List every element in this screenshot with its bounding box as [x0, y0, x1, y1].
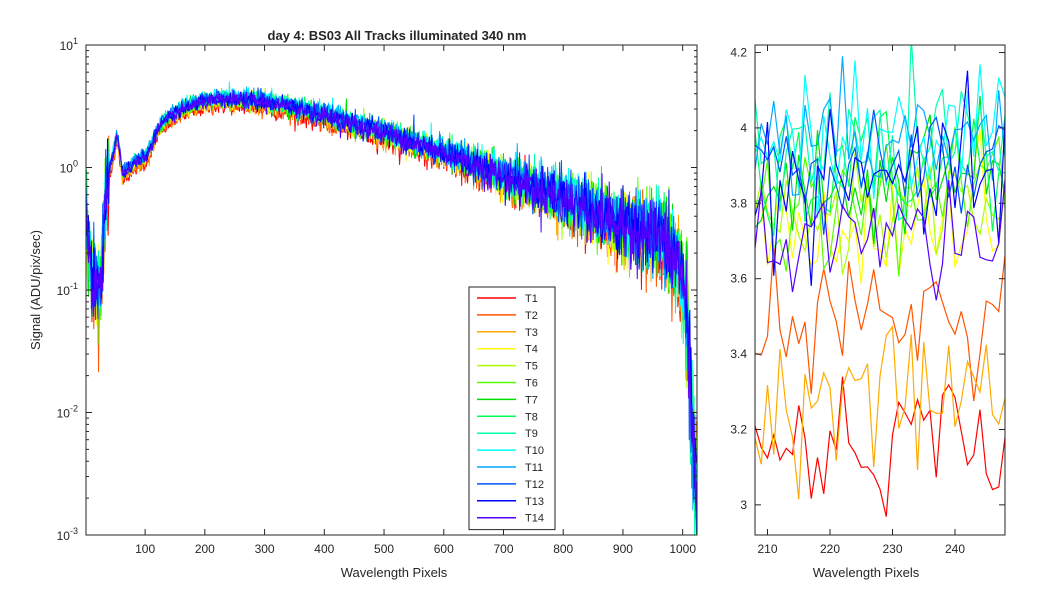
zoom-series-line-t14: [755, 179, 1005, 301]
legend-label-t10: T10: [525, 445, 544, 457]
legend: T1 T2 T3 T4 T5 T6 T7 T8 T9 T10 T11 T12 T13 T14: [468, 286, 556, 531]
main-xtick-label: 300: [255, 542, 275, 556]
legend-label-t11: T11: [525, 462, 543, 474]
legend-label-t13: T13: [525, 496, 544, 508]
zoom-ytick-label: 3: [740, 498, 747, 512]
zoom-ytick-label: 3.8: [730, 196, 747, 210]
legend-label-t1: T1: [525, 293, 538, 305]
zoom-xtick-label: 240: [945, 542, 965, 556]
zoom-ytick-label: 4: [740, 121, 747, 135]
main-xlabel: Wavelength Pixels: [341, 565, 448, 580]
legend-label-t7: T7: [525, 394, 538, 406]
zoom-series-line-t1: [755, 376, 1005, 517]
legend-label-t5: T5: [525, 361, 538, 373]
main-xtick-label: 400: [314, 542, 334, 556]
legend-label-t14: T14: [525, 513, 544, 525]
legend-label-t12: T12: [525, 479, 544, 491]
legend-label-t8: T8: [525, 411, 538, 423]
main-xtick-label: 100: [135, 542, 155, 556]
chart-title: day 4: BS03 All Tracks illuminated 340 n…: [268, 28, 527, 43]
main-ytick-label: 100: [60, 159, 78, 176]
zoom-series-line-t7: [755, 95, 1005, 244]
zoom-series-line-t5: [755, 152, 1005, 275]
zoom-xlabel: Wavelength Pixels: [813, 565, 920, 580]
zoom-ytick-label: 3.6: [730, 272, 747, 286]
legend-label-t4: T4: [525, 344, 538, 356]
main-ylabel: Signal (ADU/pix/sec): [28, 230, 43, 350]
main-ytick-label: 10-2: [57, 404, 78, 421]
zoom-series-group: [755, 45, 1005, 517]
zoom-axes-box: [754, 44, 1006, 536]
legend-box: [468, 286, 556, 531]
main-xtick-label: 1000: [669, 542, 696, 556]
zoom-xtick-label: 210: [757, 542, 777, 556]
main-ytick-label: 10-3: [57, 526, 78, 543]
zoom-ytick-label: 4.2: [730, 46, 747, 60]
zoom-series-line-t3: [755, 325, 1005, 500]
main-series-line-t14: [85, 89, 698, 511]
legend-label-t3: T3: [525, 327, 538, 339]
main-plot: 100 200 300 400 500 600 700 800 900 1000 10-3 10-2 1…: [57, 36, 698, 556]
zoom-xtick-label: 230: [882, 542, 902, 556]
legend-label-t2: T2: [525, 310, 538, 322]
legend-label-t9: T9: [525, 428, 538, 440]
main-ytick-label: 101: [60, 36, 78, 53]
main-xtick-label: 700: [493, 542, 513, 556]
zoom-ytick-label: 3.2: [730, 422, 747, 436]
legend-label-t6: T6: [525, 378, 538, 390]
main-series-group: [85, 81, 698, 536]
zoom-xtick-label: 220: [820, 542, 840, 556]
zoom-series-line-t11: [755, 56, 1005, 196]
zoom-series-line-t13: [755, 70, 1005, 286]
zoom-plot: 210 220 230 240 3 3.2 3.4 3.6 3.8 4 4.2: [730, 44, 1006, 556]
main-xtick-label: 600: [434, 542, 454, 556]
main-xtick-label: 200: [195, 542, 215, 556]
zoom-ytick-label: 3.4: [730, 347, 747, 361]
zoom-series-line-t9: [755, 45, 1005, 221]
main-xtick-label: 800: [553, 542, 573, 556]
main-xtick-label: 900: [613, 542, 633, 556]
main-xtick-label: 500: [374, 542, 394, 556]
main-ytick-label: 10-1: [57, 281, 78, 298]
zoom-series-line-t2: [755, 245, 1005, 402]
